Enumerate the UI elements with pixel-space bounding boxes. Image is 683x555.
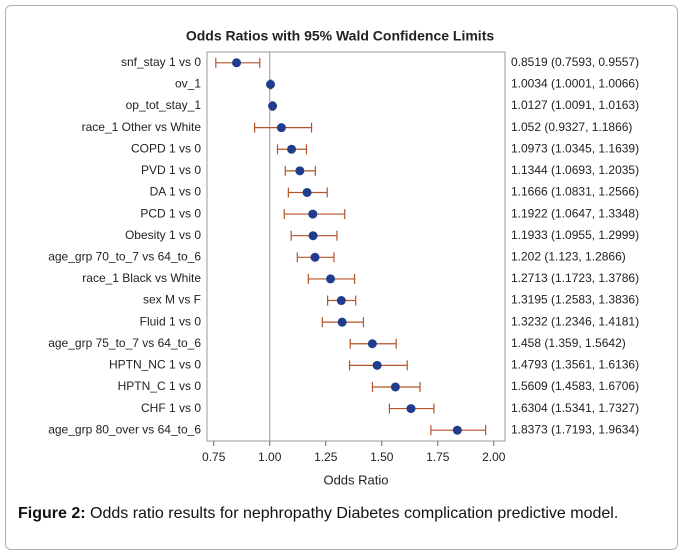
x-tick-label: 1.50 (370, 450, 394, 464)
x-tick-label: 1.75 (426, 450, 450, 464)
y-tick-label: op_tot_stay_1 (126, 98, 202, 112)
value-label: 1.202 (1.123, 1.2866) (511, 249, 626, 263)
caption-text: Odds ratio results for nephropathy Diabe… (90, 505, 619, 522)
value-label: 1.4793 (1.3561, 1.6136) (511, 358, 639, 372)
value-label: 0.8519 (0.7593, 0.9557) (511, 55, 639, 69)
value-label: 1.0973 (1.0345, 1.1639) (511, 141, 639, 155)
y-tick-label: Obesity 1 vs 0 (125, 228, 201, 242)
x-tick-label: 1.25 (314, 450, 338, 464)
point (406, 404, 416, 414)
point (336, 296, 346, 306)
point (295, 166, 305, 176)
y-tick-label: Fluid 1 vs 0 (140, 314, 202, 328)
value-label: 1.3232 (1.2346, 1.4181) (511, 314, 639, 328)
value-label: 1.1922 (1.0647, 1.3348) (511, 206, 639, 220)
value-label: 1.458 (1.359, 1.5642) (511, 336, 626, 350)
y-tick-label: HPTN_C 1 vs 0 (118, 379, 202, 393)
y-tick-label: age_grp 70_to_7 vs 64_to_6 (48, 249, 201, 263)
y-tick-label: age_grp 80_over vs 64_to_6 (48, 422, 201, 436)
point (276, 123, 286, 133)
value-label: 1.1666 (1.0831, 1.2566) (511, 185, 639, 199)
point (337, 317, 347, 327)
y-tick-label: race_1 Other vs White (82, 120, 202, 134)
y-tick-label: sex M vs F (143, 293, 201, 307)
value-label: 1.2713 (1.1723, 1.3786) (511, 271, 639, 285)
y-tick-label: ov_1 (175, 77, 201, 91)
value-label: 1.8373 (1.7193, 1.9634) (511, 422, 639, 436)
point (302, 187, 312, 197)
point (268, 101, 278, 111)
point (310, 252, 320, 262)
y-tick-label: CHF 1 vs 0 (141, 401, 201, 415)
caption-label: Figure 2: (18, 505, 86, 522)
chart: Odds Ratios with 95% Wald Confidence Lim… (48, 28, 639, 488)
value-label: 1.3195 (1.2583, 1.3836) (511, 293, 639, 307)
figure-frame (5, 5, 678, 550)
y-tick-label: HPTN_NC 1 vs 0 (109, 358, 201, 372)
value-label: 1.0127 (1.0091, 1.0163) (511, 98, 639, 112)
value-label: 1.6304 (1.5341, 1.7327) (511, 401, 639, 415)
x-axis-title: Odds Ratio (323, 472, 388, 487)
value-label: 1.0034 (1.0001, 1.0066) (511, 77, 639, 91)
point (367, 339, 377, 349)
chart-title: Odds Ratios with 95% Wald Confidence Lim… (186, 28, 495, 44)
value-label: 1.5609 (1.4583, 1.6706) (511, 379, 639, 393)
plot-frame (206, 51, 506, 442)
point (452, 425, 462, 435)
point (308, 231, 318, 241)
y-tick-label: DA 1 vs 0 (150, 185, 202, 199)
point (265, 79, 275, 89)
point (308, 209, 318, 219)
point (390, 382, 400, 392)
y-tick-label: snf_stay 1 vs 0 (121, 55, 201, 69)
x-tick-label: 1.00 (258, 450, 282, 464)
point (287, 144, 297, 154)
y-tick-label: race_1 Black vs White (82, 271, 201, 285)
value-label: 1.1933 (1.0955, 1.2999) (511, 228, 639, 242)
point (326, 274, 336, 284)
x-tick-label: 2.00 (482, 450, 506, 464)
y-tick-label: PCD 1 vs 0 (140, 206, 201, 220)
x-tick-label: 0.75 (202, 450, 226, 464)
value-label: 1.1344 (1.0693, 1.2035) (511, 163, 639, 177)
y-tick-label: age_grp 75_to_7 vs 64_to_6 (48, 336, 201, 350)
point (372, 360, 382, 370)
point (232, 58, 242, 68)
y-tick-label: PVD 1 vs 0 (141, 163, 201, 177)
y-tick-label: COPD 1 vs 0 (131, 141, 201, 155)
caption: Figure 2: Odds ratio results for nephrop… (18, 503, 668, 525)
value-label: 1.052 (0.9327, 1.1866) (511, 120, 632, 134)
